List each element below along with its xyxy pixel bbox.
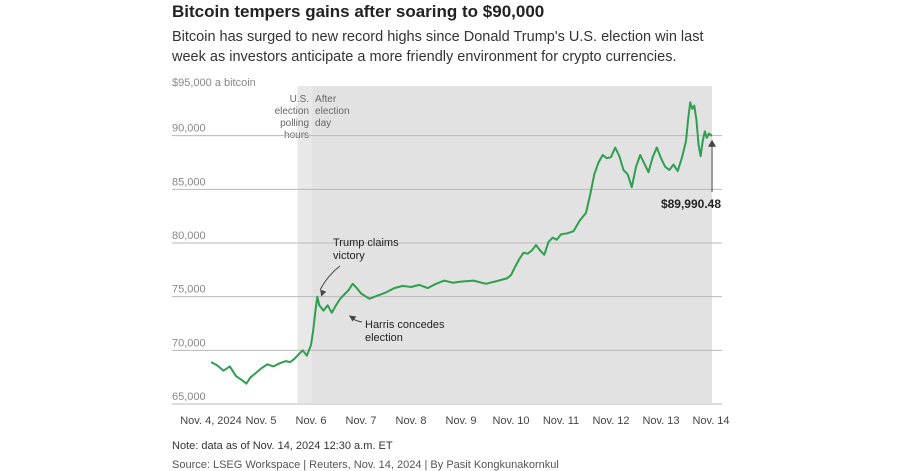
y-tick-85000: 85,000 bbox=[172, 176, 206, 188]
x-tick-7: Nov. 11 bbox=[543, 415, 579, 427]
chart-subtitle: Bitcoin has surged to new record highs s… bbox=[172, 29, 704, 65]
y-tick-75000: 75,000 bbox=[172, 284, 206, 296]
last-value-arrowhead bbox=[708, 139, 717, 147]
chart-note: Note: data as of Nov. 14, 2024 12:30 a.m… bbox=[172, 440, 393, 452]
x-tick-6: Nov. 10 bbox=[492, 415, 529, 427]
shade-label-polling: U.S. election polling hours bbox=[275, 94, 309, 141]
shaded-region-0 bbox=[297, 86, 313, 403]
x-tick-5: Nov. 9 bbox=[446, 415, 477, 427]
x-tick-3: Nov. 7 bbox=[346, 415, 377, 427]
x-tick-8: Nov. 12 bbox=[592, 415, 629, 427]
shade-label-after: After election day bbox=[315, 94, 349, 129]
chart-title: Bitcoin tempers gains after soaring to $… bbox=[172, 2, 545, 21]
annotation-harris-concedes-election: Harris concedes election bbox=[365, 319, 445, 344]
harris-arrowhead bbox=[349, 315, 357, 322]
x-tick-0: Nov. 4, 2024 bbox=[180, 415, 242, 427]
bitcoin-price-line bbox=[210, 101, 713, 385]
x-tick-9: Nov. 13 bbox=[642, 415, 679, 427]
y-axis-label: $95,000 a bitcoin bbox=[172, 77, 256, 89]
x-tick-10: Nov. 14 bbox=[692, 415, 729, 427]
y-tick-90000: 90,000 bbox=[172, 123, 206, 135]
trump-arrow bbox=[319, 265, 341, 290]
y-tick-65000: 65,000 bbox=[172, 391, 206, 403]
y-tick-80000: 80,000 bbox=[172, 230, 206, 242]
x-tick-1: Nov. 5 bbox=[246, 415, 277, 427]
x-tick-2: Nov. 6 bbox=[296, 415, 327, 427]
last-value-label: $89,990.48 bbox=[661, 197, 721, 211]
chart-source: Source: LSEG Workspace | Reuters, Nov. 1… bbox=[172, 459, 559, 471]
annotation-trump-claims-victory: Trump claims victory bbox=[333, 237, 399, 262]
trump-arrowhead bbox=[320, 289, 327, 297]
x-tick-4: Nov. 8 bbox=[396, 415, 427, 427]
y-tick-70000: 70,000 bbox=[172, 337, 206, 349]
